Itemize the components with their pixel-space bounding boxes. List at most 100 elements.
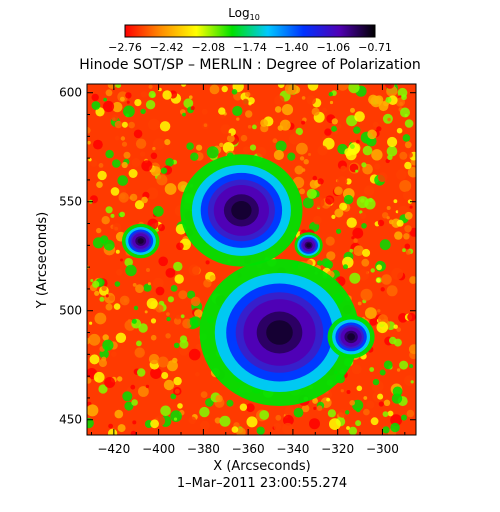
texture-cell	[182, 318, 193, 329]
texture-cell	[301, 168, 306, 172]
texture-cell	[145, 100, 156, 110]
texture-cell	[180, 84, 187, 87]
texture-cell	[165, 333, 171, 339]
texture-cell	[134, 99, 142, 107]
texture-cell	[242, 98, 249, 105]
texture-cell	[240, 134, 248, 142]
texture-cell	[382, 426, 390, 434]
texture-cell	[361, 162, 367, 168]
texture-cell	[349, 248, 354, 253]
texture-cell	[312, 398, 318, 404]
texture-cell	[400, 107, 410, 118]
texture-cell	[363, 408, 370, 416]
texture-cell	[409, 205, 413, 209]
texture-cell	[148, 118, 160, 131]
texture-cell	[222, 142, 235, 154]
texture-cell	[334, 186, 343, 196]
texture-cell	[345, 149, 357, 161]
texture-cell	[186, 142, 194, 150]
texture-cell	[337, 176, 348, 187]
texture-cell	[393, 199, 398, 204]
texture-cell	[246, 416, 258, 428]
texture-cell	[331, 118, 338, 125]
texture-cell	[220, 124, 231, 135]
texture-cell	[231, 426, 239, 433]
y-axis-label: Y (Arcseconds)	[35, 212, 50, 309]
texture-cell	[377, 219, 385, 227]
texture-cell	[219, 142, 224, 148]
texture-cell	[159, 121, 171, 132]
texture-cell	[153, 138, 165, 150]
texture-cell	[325, 195, 335, 205]
texture-cell	[101, 285, 107, 291]
texture-cell	[111, 114, 119, 122]
texture-cell	[164, 183, 177, 195]
y-tick-label: 450	[59, 413, 82, 427]
texture-cell	[370, 417, 379, 426]
texture-cell	[295, 127, 303, 136]
texture-cell	[97, 170, 107, 181]
texture-cell	[303, 159, 309, 165]
texture-cell	[115, 84, 122, 88]
texture-cell	[371, 149, 383, 161]
texture-cell	[236, 427, 246, 435]
texture-cell	[351, 236, 355, 240]
texture-cell	[391, 267, 404, 280]
texture-cell	[377, 393, 384, 400]
texture-cell	[176, 242, 184, 251]
texture-cell	[331, 214, 336, 219]
texture-cell	[385, 96, 392, 103]
texture-cell	[141, 160, 153, 172]
texture-cell	[98, 384, 108, 394]
texture-cell	[387, 154, 393, 160]
texture-cell	[376, 264, 382, 271]
texture-cell	[218, 107, 226, 115]
texture-cell	[281, 104, 294, 116]
texture-cell	[105, 294, 109, 298]
sunspots	[121, 154, 375, 406]
texture-cell	[146, 298, 158, 309]
texture-cell	[162, 90, 172, 100]
texture-cell	[173, 417, 178, 421]
texture-cell	[329, 100, 334, 105]
colorbar-tick-label: −2.08	[191, 41, 225, 54]
texture-cell	[195, 372, 200, 377]
texture-cell	[272, 138, 278, 144]
texture-cell	[101, 216, 110, 225]
texture-cell	[178, 290, 188, 300]
texture-cell	[392, 386, 403, 397]
texture-cell	[187, 290, 196, 299]
texture-cell	[89, 354, 100, 365]
texture-cell	[245, 110, 253, 118]
texture-cell	[163, 379, 175, 391]
colorbar-tick-label: −2.76	[108, 41, 142, 54]
texture-cell	[396, 219, 404, 227]
texture-cell	[196, 144, 203, 151]
texture-cell	[88, 158, 92, 162]
texture-cell	[155, 304, 164, 313]
texture-cell	[374, 163, 381, 170]
colorbar-tick-label: −1.40	[275, 41, 309, 54]
colorbar-ticks: −2.76 −2.42 −2.08 −1.74 −1.40 −1.06 −0.71	[108, 41, 392, 54]
texture-cell	[350, 144, 355, 149]
texture-cell	[301, 120, 306, 125]
texture-cell	[91, 101, 101, 110]
texture-cell	[394, 231, 403, 240]
texture-cell	[382, 212, 389, 219]
texture-cell	[110, 213, 115, 218]
texture-cell	[405, 249, 411, 255]
texture-cell	[289, 133, 301, 145]
texture-cell	[114, 120, 123, 129]
y-tick-label: 500	[59, 304, 82, 318]
texture-cell	[121, 141, 128, 147]
texture-cell	[393, 324, 398, 329]
texture-cell	[115, 332, 127, 343]
x-tick-label: −380	[187, 442, 220, 456]
texture-cell	[372, 121, 379, 128]
texture-cell	[403, 233, 410, 240]
texture-cell	[200, 420, 210, 431]
texture-cell	[388, 219, 394, 225]
texture-cell	[386, 145, 398, 157]
texture-cell	[98, 358, 107, 368]
texture-cell	[112, 223, 122, 232]
